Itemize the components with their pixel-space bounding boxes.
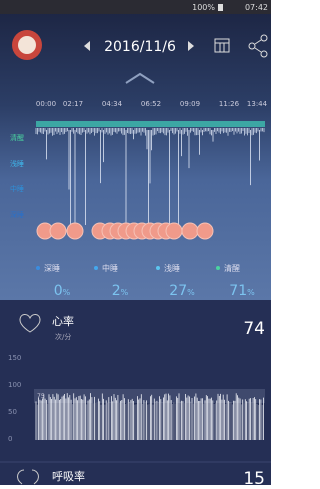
percent: 0: [54, 283, 63, 299]
event-dot: [166, 223, 182, 239]
status-bar: [0, 0, 271, 14]
legend-dot: [156, 266, 160, 270]
percent: 27: [169, 283, 187, 299]
axis-label: 100: [8, 381, 21, 389]
legend-dot: [94, 266, 98, 270]
time-label: 04:34: [102, 100, 123, 108]
legend-dot: [36, 266, 40, 270]
event-dot: [182, 223, 198, 239]
legend-dot: [216, 266, 220, 270]
percent: 2: [112, 283, 121, 299]
axis-label: 0: [8, 435, 12, 443]
time-label: 06:52: [141, 100, 161, 108]
percent: 71: [229, 283, 247, 299]
battery: 100%: [192, 3, 215, 12]
event-dot: [50, 223, 66, 239]
heart-value: 74: [243, 319, 265, 339]
axis-label: 150: [8, 354, 21, 362]
unit: %: [121, 288, 129, 297]
legend-name: 深睡: [44, 264, 60, 273]
screen: 100% 07:42 2016/11/6 心率 次/分 74 呼吸率 15 00…: [0, 0, 271, 485]
event-dot: [67, 223, 83, 239]
legend-name: 清醒: [224, 263, 240, 273]
heart-title: 心率: [52, 314, 74, 328]
date: 2016/11/6: [104, 39, 176, 55]
time-label: 00:00: [36, 100, 56, 108]
awake-band: [36, 121, 265, 127]
legend-name: 浅睡: [164, 263, 180, 273]
breathing-value: 15: [243, 469, 265, 485]
stage-label: 深睡: [10, 210, 24, 219]
battery-icon: [218, 4, 223, 11]
stage-label: 中睡: [10, 184, 24, 193]
unit: %: [187, 288, 195, 297]
time-label: 09:09: [180, 100, 200, 108]
avatar-face: [18, 36, 36, 54]
stage-label: 清醒: [10, 133, 24, 142]
breathing-title: 呼吸率: [52, 469, 85, 483]
reference-label: 75: [37, 393, 45, 400]
unit: %: [63, 288, 71, 297]
axis-label: 50: [8, 408, 17, 416]
clock: 07:42: [245, 3, 268, 12]
heart-unit: 次/分: [55, 332, 71, 341]
time-label: 02:17: [63, 100, 83, 108]
time-label: 11:26: [219, 100, 240, 108]
event-dot: [197, 223, 213, 239]
stage-label: 浅睡: [10, 159, 24, 168]
legend-name: 中睡: [102, 263, 118, 273]
time-label: 13:44: [247, 100, 268, 108]
unit: %: [247, 288, 255, 297]
